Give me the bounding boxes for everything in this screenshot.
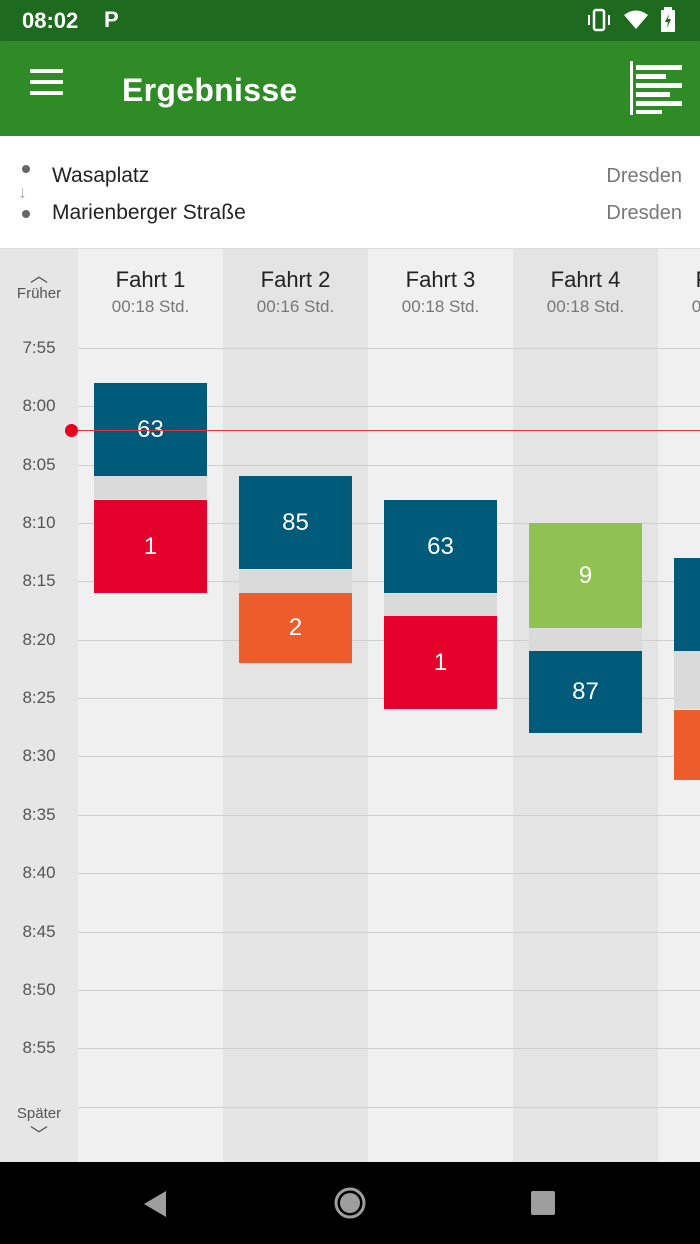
trip-leg-block[interactable]: 63 — [384, 500, 497, 593]
trip-duration: 00:18 Std. — [111, 297, 190, 316]
time-gridline — [78, 1107, 700, 1108]
time-gridline — [78, 815, 700, 816]
time-label: 8:20 — [22, 630, 56, 649]
origin-dot-icon — [22, 165, 30, 173]
page-title: Ergebnisse — [122, 72, 298, 108]
origin-city: Dresden — [606, 165, 682, 187]
time-gridline — [78, 756, 700, 757]
later-button[interactable]: Später ﹀ — [0, 1105, 78, 1144]
trip-header[interactable]: Fahrt 4 00:18 Std. — [513, 267, 658, 317]
time-label: 8:00 — [22, 396, 56, 415]
time-label: 8:45 — [22, 922, 56, 941]
trip-header[interactable]: Fahrt 3 00:18 Std. — [368, 267, 513, 317]
time-gridline — [78, 990, 700, 991]
time-label: 7:55 — [22, 338, 56, 357]
time-gridline — [78, 348, 700, 349]
trip-header[interactable]: Fahrt 2 00:16 Std. — [223, 267, 368, 317]
home-icon[interactable] — [333, 1186, 367, 1225]
trip-leg-block[interactable]: 9 — [529, 523, 642, 628]
earlier-button[interactable]: ︿ Früher — [0, 267, 78, 302]
time-label: 8:55 — [22, 1038, 56, 1057]
back-icon[interactable] — [140, 1189, 168, 1224]
trip-duration: 00:19 Std. — [691, 297, 700, 316]
destination-city: Dresden — [606, 202, 682, 224]
chevron-down-icon: ﹀ — [30, 1125, 48, 1145]
trip-name: Fahrt 2 — [260, 267, 331, 292]
trip-leg-block[interactable]: 2 — [239, 593, 352, 663]
time-label: 8:15 — [22, 571, 56, 590]
transfer-gap — [384, 593, 497, 616]
origin-stop: Wasaplatz — [52, 164, 150, 187]
time-label: 8:40 — [22, 863, 56, 882]
transfer-gap — [529, 628, 642, 651]
system-nav-bar — [0, 1162, 700, 1244]
trip-leg-block[interactable]: 87 — [529, 651, 642, 733]
time-axis: ︿ Früher Später ﹀ — [0, 249, 78, 1162]
current-time-line — [70, 430, 700, 431]
transfer-gap — [239, 570, 352, 593]
time-gridline — [78, 465, 700, 466]
trip-leg-block[interactable] — [674, 558, 700, 651]
trip-leg-block[interactable]: 63 — [94, 383, 207, 476]
app-bar: Ergebnisse — [0, 41, 700, 136]
trip-name: Fahrt 5 — [658, 267, 700, 293]
time-gridline — [78, 406, 700, 407]
trip-leg-block[interactable] — [674, 710, 700, 780]
time-label: 8:30 — [22, 746, 56, 765]
time-gridline — [78, 1048, 700, 1049]
destination-dot-icon — [22, 210, 30, 218]
trip-header[interactable]: Fahrt 5 00:19 Std. — [658, 267, 700, 317]
recents-icon[interactable] — [530, 1190, 556, 1221]
trip-leg-block[interactable]: 85 — [239, 476, 352, 569]
destination-stop: Marienberger Straße — [52, 201, 246, 224]
trip-name: Fahrt 1 — [115, 267, 186, 292]
wifi-icon — [623, 9, 649, 36]
transfer-gap — [674, 651, 700, 709]
time-label: 8:05 — [22, 455, 56, 474]
vibrate-icon — [586, 8, 612, 37]
time-label: 8:10 — [22, 513, 56, 532]
trip-duration: 00:18 Std. — [401, 297, 480, 316]
trip-name: Fahrt 4 — [550, 267, 621, 292]
trip-header[interactable]: Fahrt 1 00:18 Std. — [78, 267, 223, 317]
status-time: 08:02 — [22, 8, 79, 33]
time-label: 8:35 — [22, 805, 56, 824]
list-view-icon[interactable] — [624, 59, 690, 119]
current-time-dot — [65, 424, 78, 437]
chevron-up-icon: ︿ — [30, 266, 48, 286]
trip-name: Fahrt 3 — [405, 267, 476, 292]
time-label: 8:25 — [22, 688, 56, 707]
time-label: 8:50 — [22, 980, 56, 999]
hamburger-menu-icon[interactable] — [22, 69, 72, 109]
time-gridline — [78, 932, 700, 933]
down-arrow-icon: ↓ — [18, 182, 27, 202]
trip-column[interactable] — [223, 249, 368, 1162]
time-gridline — [78, 873, 700, 874]
trip-leg-block[interactable]: 1 — [94, 500, 207, 593]
later-label: Später — [16, 1105, 62, 1122]
status-bar: 08:02 P — [0, 0, 700, 41]
transfer-gap — [94, 476, 207, 499]
route-summary[interactable]: ↓ Wasaplatz Dresden Marienberger Straße … — [0, 136, 700, 249]
parking-p-icon: P — [104, 7, 119, 32]
trip-duration: 00:16 Std. — [256, 297, 335, 316]
trip-leg-block[interactable]: 1 — [384, 616, 497, 709]
battery-charging-icon — [660, 7, 676, 38]
trip-timeline-grid: Fahrt 1 00:18 Std. 63 1 Fahrt 2 00:16 Std. 85 2… — [0, 249, 700, 1162]
earlier-label: Früher — [16, 285, 62, 302]
trip-duration: 00:18 Std. — [546, 297, 625, 316]
